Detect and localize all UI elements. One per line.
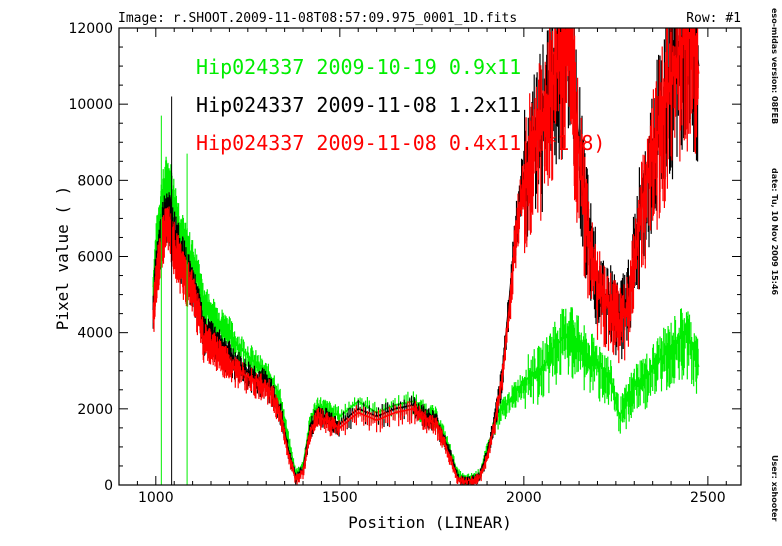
- x-tick-label: 2500: [690, 490, 726, 506]
- user-label: User: xshooter: [770, 455, 779, 521]
- axis-ticks: 1000 1500 2000 2500 0 2000 4000 6000 8000 10000 12…: [68, 21, 741, 506]
- image-filename-label: Image: r.SHOOT.2009-11-08T08:57:09.975_0…: [118, 11, 517, 26]
- y-tick-label: 8000: [77, 173, 113, 189]
- y-tick-label: 12000: [68, 21, 113, 37]
- y-tick-label: 0: [104, 478, 113, 494]
- spectrum-spikes: [160, 96, 188, 485]
- series-1-line: [152, 177, 700, 481]
- x-tick-label: 1500: [322, 490, 358, 506]
- row-label: Row: #1: [686, 11, 741, 26]
- midas-version-label: eso-midas version: 08FEB: [770, 8, 779, 124]
- legend: Hip024337 2009-10-19 0.9x11 Hip024337 200…: [196, 55, 605, 155]
- series-layer: [152, 28, 700, 485]
- y-tick-label: 2000: [77, 402, 113, 418]
- series-3: [152, 28, 700, 485]
- legend-entry-2: Hip024337 2009-11-08 1.2x11: [196, 93, 521, 117]
- legend-entry-3: Hip024337 2009-11-08 0.4x11 (*1.8): [196, 131, 605, 155]
- legend-entry-1: Hip024337 2009-10-19 0.9x11: [196, 55, 521, 79]
- x-tick-label: 2000: [506, 490, 542, 506]
- plot-date-label: date: Tu, 10 Nov 2009 15:46: [770, 168, 779, 296]
- y-tick-label: 10000: [68, 97, 113, 113]
- series-3-line: [152, 28, 700, 483]
- y-tick-label: 4000: [77, 326, 113, 342]
- y-axis-title: Pixel value ( ): [53, 186, 72, 331]
- y-tick-label: 6000: [77, 250, 113, 266]
- x-axis-title: Position (LINEAR): [348, 513, 512, 532]
- x-tick-label: 1000: [138, 490, 174, 506]
